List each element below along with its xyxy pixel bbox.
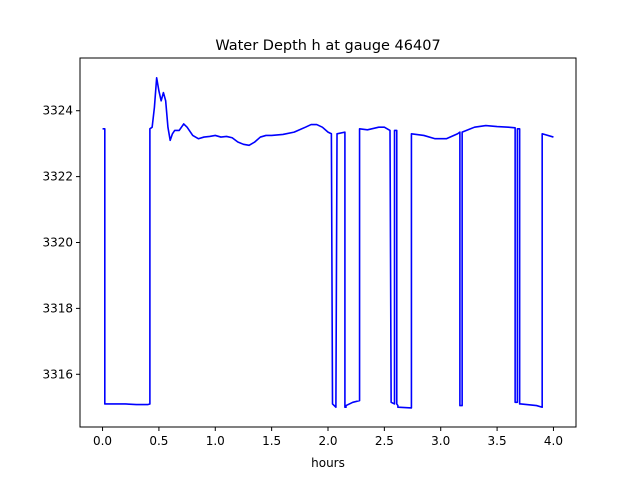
x-tick-label: 1.5 <box>262 434 281 448</box>
y-tick-label: 3324 <box>42 104 73 118</box>
y-tick-label: 3320 <box>42 236 73 250</box>
series-line <box>102 76 554 409</box>
y-tick-label: 3318 <box>42 301 73 315</box>
x-tick-label: 3.5 <box>488 434 507 448</box>
x-tick-label: 1.0 <box>206 434 225 448</box>
x-tick-label: 3.0 <box>431 434 450 448</box>
x-tick-label: 0.5 <box>149 434 168 448</box>
y-axis: 3316 3318 3320 3322 3324 <box>42 104 80 381</box>
x-tick-label: 0.0 <box>93 434 112 448</box>
x-tick-label: 2.0 <box>318 434 337 448</box>
y-tick-label: 3316 <box>42 367 73 381</box>
x-axis-label: hours <box>311 456 345 470</box>
x-tick-label: 4.0 <box>544 434 563 448</box>
chart-title: Water Depth h at gauge 46407 <box>215 38 440 54</box>
x-tick-label: 2.5 <box>375 434 394 448</box>
x-axis: 0.0 0.5 1.0 1.5 2.0 2.5 3.0 3.5 4.0 <box>93 427 563 448</box>
y-tick-label: 3322 <box>42 170 73 184</box>
